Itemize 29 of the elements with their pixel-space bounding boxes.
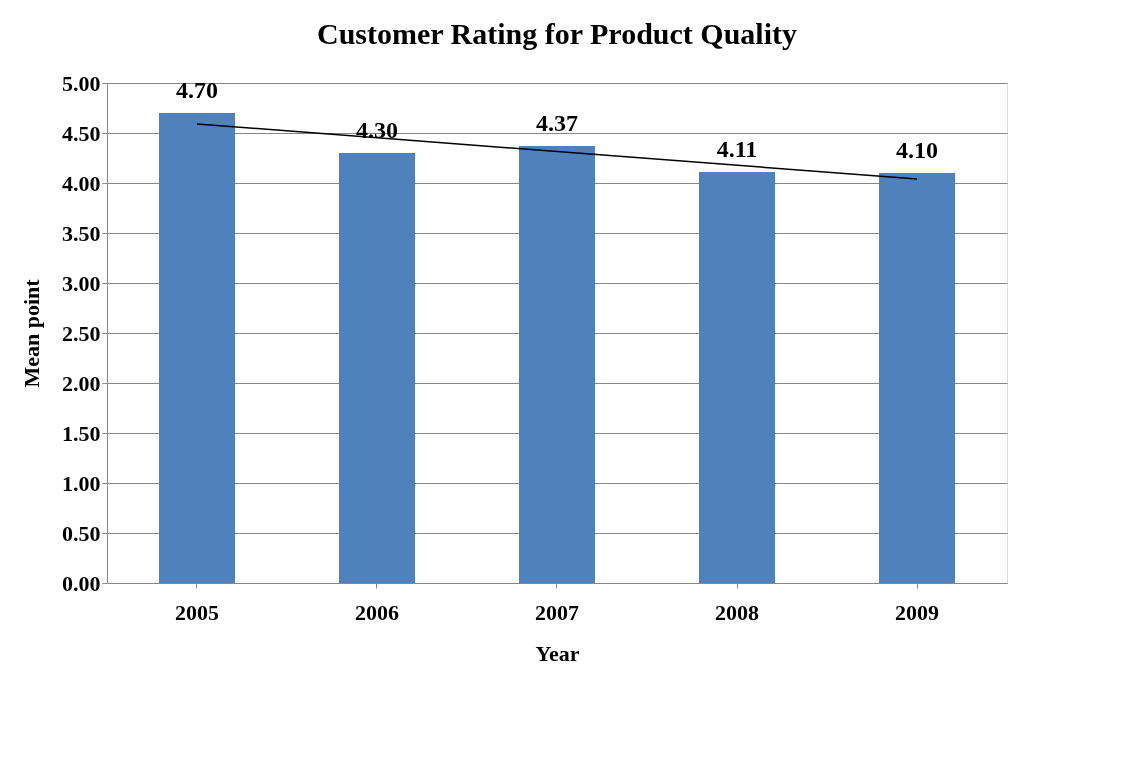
bar bbox=[879, 173, 955, 583]
x-tick-label: 2005 bbox=[175, 599, 219, 625]
bar bbox=[699, 172, 775, 583]
y-tick-label: 2.00 bbox=[62, 370, 101, 396]
bar bbox=[339, 153, 415, 583]
data-label: 4.37 bbox=[536, 110, 578, 136]
data-label: 4.70 bbox=[176, 77, 218, 103]
x-tick-label: 2007 bbox=[535, 599, 579, 625]
y-tick-label: 4.50 bbox=[62, 120, 101, 146]
x-tick-label: 2006 bbox=[355, 599, 399, 625]
y-axis-title: Mean point bbox=[19, 278, 44, 388]
data-label: 4.11 bbox=[716, 136, 758, 162]
y-tick-label: 5.00 bbox=[62, 70, 101, 96]
y-tick-label: 3.50 bbox=[62, 220, 101, 246]
bar bbox=[519, 146, 595, 583]
y-tick-label: 0.00 bbox=[62, 570, 101, 596]
x-tick-label: 2009 bbox=[895, 599, 939, 625]
chart-title: Customer Rating for Product Quality bbox=[317, 17, 797, 50]
y-tick-label: 1.50 bbox=[62, 420, 101, 446]
y-tick-label: 3.00 bbox=[62, 270, 101, 296]
data-label: 4.10 bbox=[896, 137, 938, 163]
y-tick-label: 2.50 bbox=[62, 320, 101, 346]
x-axis-title: Year bbox=[535, 640, 580, 666]
y-tick-label: 4.00 bbox=[62, 170, 101, 196]
x-tick-label: 2008 bbox=[715, 599, 759, 625]
y-tick-label: 1.00 bbox=[62, 470, 101, 496]
data-label: 4.30 bbox=[356, 117, 398, 143]
bar bbox=[159, 113, 235, 583]
y-tick-label: 0.50 bbox=[62, 520, 101, 546]
